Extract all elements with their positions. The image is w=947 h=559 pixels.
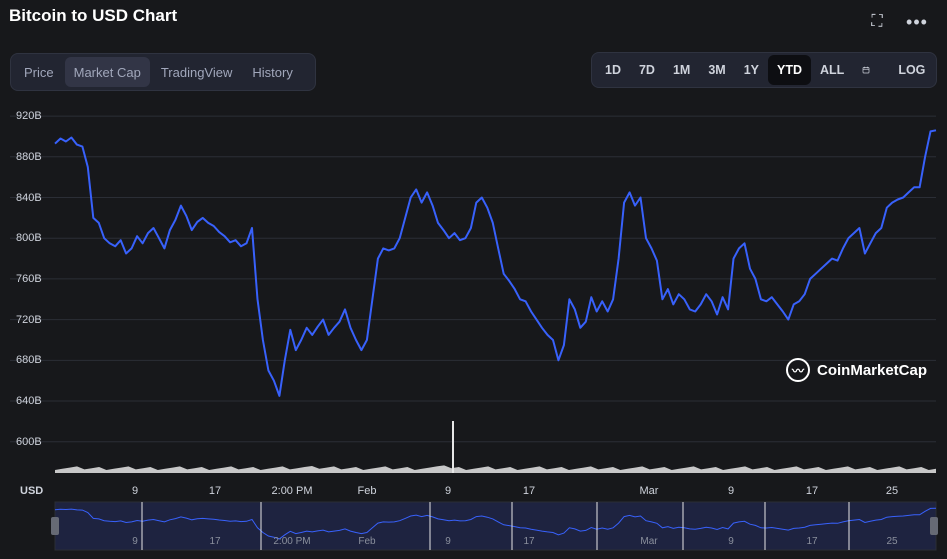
navigator-handle-left[interactable]: [51, 517, 59, 535]
tab-market-cap[interactable]: Market Cap: [64, 57, 150, 87]
calendar-icon[interactable]: [853, 55, 879, 85]
navigator-label: 17: [806, 536, 818, 547]
range-7d[interactable]: 7D: [638, 63, 655, 77]
range-1y[interactable]: 1Y: [743, 63, 760, 77]
watermark: 〰 CoinMarketCap: [786, 358, 927, 382]
x-tick-label: 17: [805, 485, 819, 497]
y-tick-label: 760B: [16, 272, 42, 285]
x-tick-label: 9: [131, 485, 139, 497]
tab-tradingview[interactable]: TradingView: [160, 64, 233, 80]
navigator-label: 9: [132, 536, 138, 547]
navigator-label: 17: [523, 536, 535, 547]
y-tick-label: 640B: [16, 395, 42, 408]
y-tick-label: 880B: [16, 150, 42, 163]
x-tick-label: 9: [444, 485, 452, 497]
navigator-label: 9: [728, 536, 734, 547]
tab-history[interactable]: History: [252, 64, 293, 80]
time-range-selector: 1D 7D 1M 3M 1Y YTD ALL LOG: [591, 52, 937, 88]
coinmarketcap-logo-icon: 〰: [786, 358, 810, 382]
navigator-line: [54, 507, 937, 540]
navigator-label: 25: [886, 536, 898, 547]
y-tick-label: 920B: [16, 110, 42, 123]
navigator-handle-right[interactable]: [930, 517, 938, 535]
y-tick-label: 680B: [16, 354, 42, 367]
more-dots-icon[interactable]: •••: [906, 12, 928, 32]
x-tick-label: Feb: [357, 485, 377, 497]
x-tick-label: 17: [522, 485, 536, 497]
range-all[interactable]: ALL: [820, 63, 845, 77]
volume-bars: [55, 465, 936, 473]
fullscreen-icon[interactable]: ⛶: [871, 13, 883, 30]
tab-price[interactable]: Price: [24, 64, 54, 80]
series-line: [54, 129, 937, 397]
y-tick-label: 600B: [16, 435, 42, 448]
x-tick-label: 17: [208, 485, 222, 497]
navigator-label: 2:00 PM: [273, 536, 310, 547]
navigator: [54, 501, 937, 551]
range-ytd[interactable]: YTD: [768, 55, 812, 85]
range-3m[interactable]: 3M: [708, 63, 726, 77]
navigator-label: 9: [445, 536, 451, 547]
y-tick-label: 720B: [16, 313, 42, 326]
navigator-label: Feb: [358, 536, 376, 547]
currency-label: USD: [20, 485, 44, 497]
range-1m[interactable]: 1M: [672, 63, 691, 77]
page-title: Bitcoin to USD Chart: [9, 6, 178, 25]
navigator-label: 17: [209, 536, 221, 547]
x-tick-label: 25: [885, 485, 899, 497]
range-1d[interactable]: 1D: [605, 63, 621, 77]
y-tick-label: 800B: [16, 232, 42, 245]
x-tick-label: 2:00 PM: [271, 485, 313, 497]
x-tick-label: Mar: [639, 485, 659, 497]
navigator-label: Mar: [640, 536, 658, 547]
range-log[interactable]: LOG: [898, 63, 926, 77]
x-tick-label: 9: [727, 485, 735, 497]
chart-type-tabs: Price Market Cap TradingView History: [10, 53, 316, 91]
watermark-text: CoinMarketCap: [817, 361, 928, 379]
y-tick-label: 840B: [16, 191, 42, 204]
